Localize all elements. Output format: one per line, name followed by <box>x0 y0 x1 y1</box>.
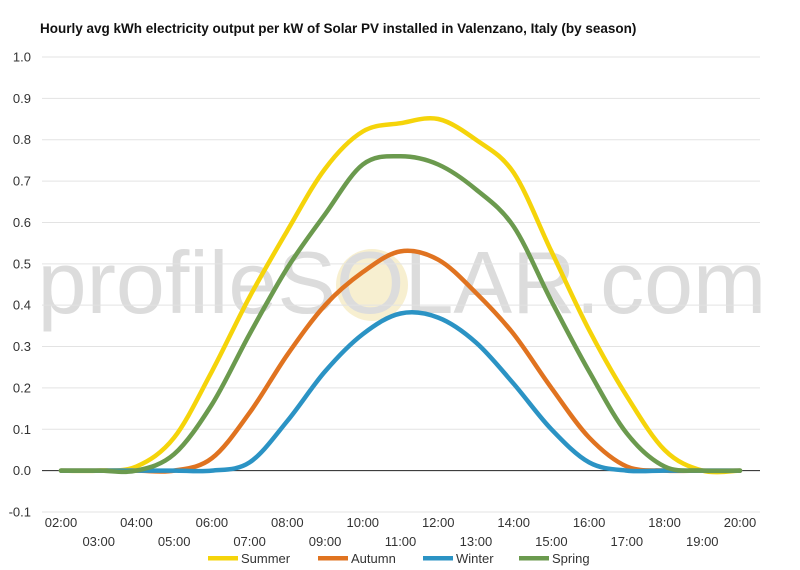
x-tick-label: 04:00 <box>120 515 153 530</box>
legend-swatch <box>519 556 549 561</box>
legend-label: Summer <box>241 551 291 566</box>
y-tick-label: 0.6 <box>13 215 31 230</box>
y-tick-label: 0.7 <box>13 174 31 189</box>
chart-title: Hourly avg kWh electricity output per kW… <box>40 21 636 36</box>
x-axis-ticks: 02:00 03:00 04:00 05:00 06:00 07:00 08:00 09:00… <box>45 515 757 549</box>
legend-label: Winter <box>456 551 494 566</box>
x-tick-label: 05:00 <box>158 534 191 549</box>
x-tick-label: 19:00 <box>686 534 719 549</box>
x-tick-label: 11:00 <box>385 534 417 549</box>
watermark-sun-icon <box>336 249 408 321</box>
series-summer <box>58 115 743 475</box>
x-tick-label: 15:00 <box>535 534 568 549</box>
y-tick-label: 0.0 <box>13 463 31 478</box>
x-tick-label: 08:00 <box>271 515 304 530</box>
series-line-winter <box>58 310 743 474</box>
y-tick-label: 0.9 <box>13 91 31 106</box>
series-line-summer <box>58 115 743 475</box>
legend-swatch <box>318 556 348 561</box>
y-tick-label: 0.1 <box>13 422 31 437</box>
series-lines <box>58 115 743 475</box>
x-tick-label: 10:00 <box>347 515 380 530</box>
watermark: profileSOLAR.com <box>38 233 767 332</box>
legend-item-winter: Winter <box>423 551 494 566</box>
x-tick-label: 12:00 <box>422 515 455 530</box>
x-tick-label: 16:00 <box>573 515 606 530</box>
y-tick-label: 1.0 <box>13 50 31 65</box>
legend-item-spring: Spring <box>519 551 590 566</box>
legend-item-summer: Summer <box>208 551 291 566</box>
x-tick-label: 07:00 <box>233 534 266 549</box>
x-tick-label: 18:00 <box>648 515 681 530</box>
y-axis-ticks: 1.0 0.9 0.8 0.7 0.6 0.5 0.4 0.3 0.2 0.1 0.0 -0.1 <box>9 50 31 520</box>
legend-item-autumn: Autumn <box>318 551 396 566</box>
legend: Summer Autumn Winter Spring <box>208 551 590 566</box>
x-tick-label: 09:00 <box>309 534 342 549</box>
legend-swatch <box>423 556 453 561</box>
y-tick-label: 0.2 <box>13 380 31 395</box>
series-winter <box>58 310 743 474</box>
x-tick-label: 20:00 <box>724 515 757 530</box>
y-tick-label: -0.1 <box>9 505 31 520</box>
watermark-text: profileSOLAR.com <box>38 233 767 332</box>
x-tick-label: 17:00 <box>611 534 644 549</box>
y-tick-label: 0.4 <box>13 298 31 313</box>
x-tick-label: 03:00 <box>82 534 115 549</box>
series-line-spring <box>58 153 743 475</box>
series-spring <box>58 153 743 475</box>
x-tick-label: 06:00 <box>196 515 229 530</box>
legend-swatch <box>208 556 238 561</box>
legend-label: Spring <box>552 551 590 566</box>
x-tick-label: 13:00 <box>460 534 493 549</box>
x-tick-label: 14:00 <box>497 515 530 530</box>
legend-label: Autumn <box>351 551 396 566</box>
y-tick-label: 0.8 <box>13 132 31 147</box>
y-tick-label: 0.3 <box>13 339 31 354</box>
x-tick-label: 02:00 <box>45 515 78 530</box>
y-tick-label: 0.5 <box>13 256 31 271</box>
